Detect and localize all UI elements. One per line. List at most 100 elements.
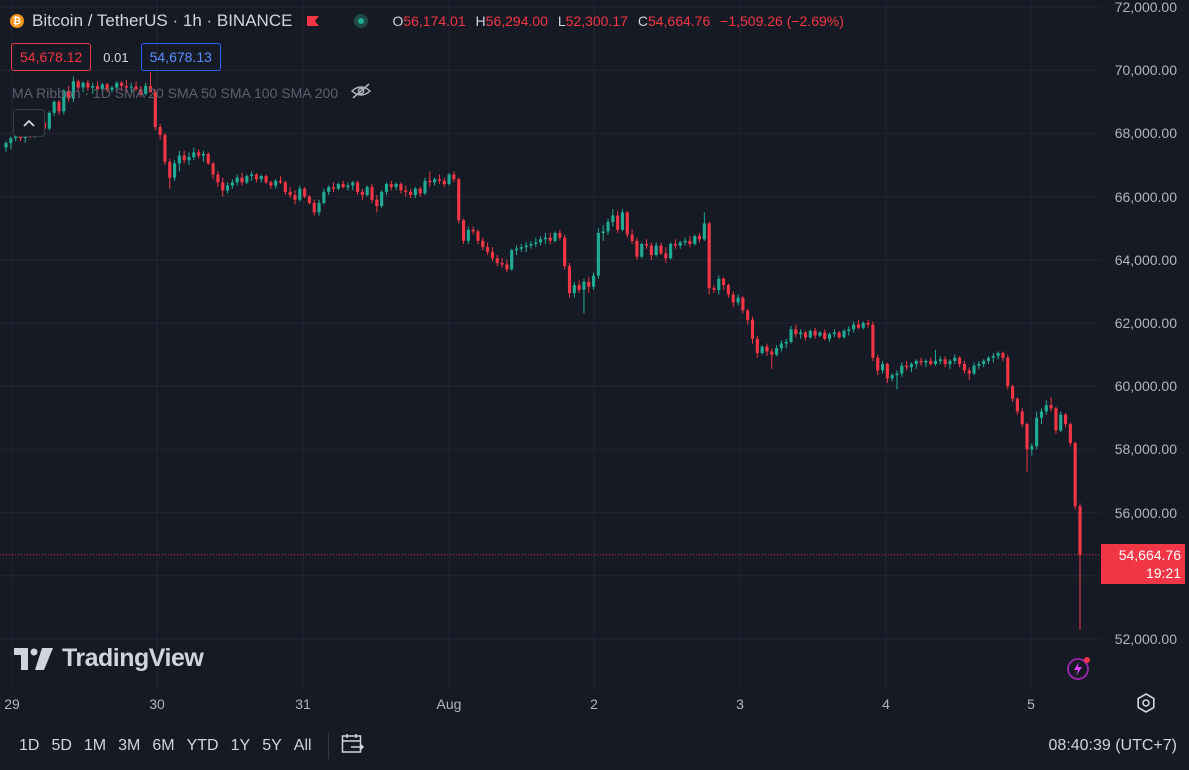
open-value: 56,174.01	[403, 13, 466, 29]
candle	[620, 209, 625, 232]
candle	[447, 172, 451, 186]
flag-icon[interactable]	[306, 14, 320, 28]
time-tick-label: 29	[4, 696, 20, 712]
candle	[105, 82, 109, 93]
range-button-ytd[interactable]: YTD	[186, 737, 219, 754]
candle	[746, 308, 750, 325]
lightning-icon[interactable]	[1066, 655, 1092, 686]
candle	[736, 294, 740, 306]
candle	[298, 185, 302, 202]
buy-button[interactable]: 54,678.13	[140, 43, 221, 71]
time-tick-label: Aug	[436, 696, 462, 712]
candle	[230, 179, 234, 189]
candle	[163, 133, 167, 165]
candle	[1049, 397, 1053, 412]
candle	[254, 172, 259, 183]
symbol-title[interactable]: Bitcoin / TetherUS · 1h · BINANCE	[32, 11, 293, 30]
candle	[606, 218, 610, 235]
candle	[938, 356, 942, 365]
candle	[1001, 351, 1005, 361]
candle	[423, 177, 427, 196]
hide-eye-icon[interactable]	[350, 83, 372, 102]
candle	[649, 242, 653, 260]
candle	[71, 76, 75, 102]
bottom-toolbar: 1D 5D 1M 3M 6M YTD 1Y 5Y All 08:40:39 (UTC+7)	[0, 722, 1189, 770]
candle	[1025, 422, 1029, 472]
candle	[1068, 422, 1072, 447]
candle	[384, 182, 389, 196]
market-status-icon[interactable]	[354, 14, 369, 28]
candle	[914, 359, 918, 369]
candle	[408, 188, 413, 199]
candle	[876, 354, 880, 376]
candle	[592, 272, 596, 290]
candle	[933, 349, 938, 366]
gear-icon[interactable]	[1135, 692, 1157, 719]
sell-button[interactable]: 54,678.12	[11, 43, 92, 71]
candle	[972, 362, 976, 376]
candle	[129, 82, 133, 93]
candle	[880, 360, 885, 374]
spread-value: 0.01	[103, 49, 129, 65]
range-button-1d[interactable]: 1D	[19, 737, 40, 754]
candle	[57, 100, 61, 115]
candle	[861, 321, 865, 330]
candle	[707, 221, 711, 295]
candle	[750, 316, 755, 344]
current-price-value: 54,664.76	[1118, 547, 1181, 563]
candle	[775, 345, 779, 357]
candle	[625, 210, 629, 238]
tradingview-logo-icon	[14, 647, 53, 670]
range-button-1y[interactable]: 1Y	[230, 737, 251, 754]
candle	[1006, 354, 1010, 390]
candle	[346, 182, 350, 191]
candle	[62, 89, 66, 115]
candle	[702, 212, 706, 241]
candle	[587, 277, 591, 293]
candle	[784, 338, 788, 349]
candle	[635, 237, 639, 260]
candle	[481, 237, 485, 251]
range-button-1m[interactable]: 1M	[83, 737, 107, 754]
candle	[514, 245, 519, 256]
candle	[67, 86, 71, 102]
candle	[847, 326, 851, 336]
candle	[534, 237, 538, 248]
date-range-calendar-icon[interactable]	[341, 733, 365, 760]
current-price-label: 54,664.76 19:21	[1101, 544, 1185, 584]
candle	[245, 174, 249, 184]
indicator-legend[interactable]: MA Ribbon · 1D SMA 20 SMA 50 SMA 100 SMA…	[12, 83, 372, 102]
range-button-5d[interactable]: 5D	[51, 737, 72, 754]
candle	[1078, 503, 1082, 630]
candle	[659, 242, 663, 256]
candle	[303, 187, 307, 199]
range-button-5y[interactable]: 5Y	[262, 737, 282, 754]
candle	[755, 335, 759, 358]
candle	[1039, 408, 1044, 425]
time-tick-label: 30	[149, 696, 165, 712]
range-button-3m[interactable]: 3M	[118, 737, 141, 754]
change-value: −1,509.26 (−2.69%)	[720, 13, 844, 29]
candle	[269, 180, 273, 189]
candle	[433, 177, 437, 186]
clock-timezone[interactable]: 08:40:39 (UTC+7)	[1048, 737, 1177, 754]
candle	[476, 229, 480, 244]
candle	[322, 188, 326, 205]
candle	[76, 79, 80, 91]
candle	[486, 242, 490, 256]
candle	[4, 141, 8, 152]
candle	[582, 278, 586, 314]
candle	[380, 190, 384, 208]
candle	[577, 280, 581, 293]
collapse-legend-button[interactable]	[13, 109, 45, 137]
range-button-all[interactable]: All	[293, 737, 312, 754]
candle	[177, 150, 181, 172]
candle	[524, 242, 528, 252]
candle	[596, 228, 600, 279]
candle	[86, 79, 90, 91]
candle	[278, 176, 283, 184]
candle	[827, 332, 832, 342]
candle	[1073, 441, 1077, 510]
range-button-6m[interactable]: 6M	[152, 737, 175, 754]
candle	[885, 362, 889, 384]
